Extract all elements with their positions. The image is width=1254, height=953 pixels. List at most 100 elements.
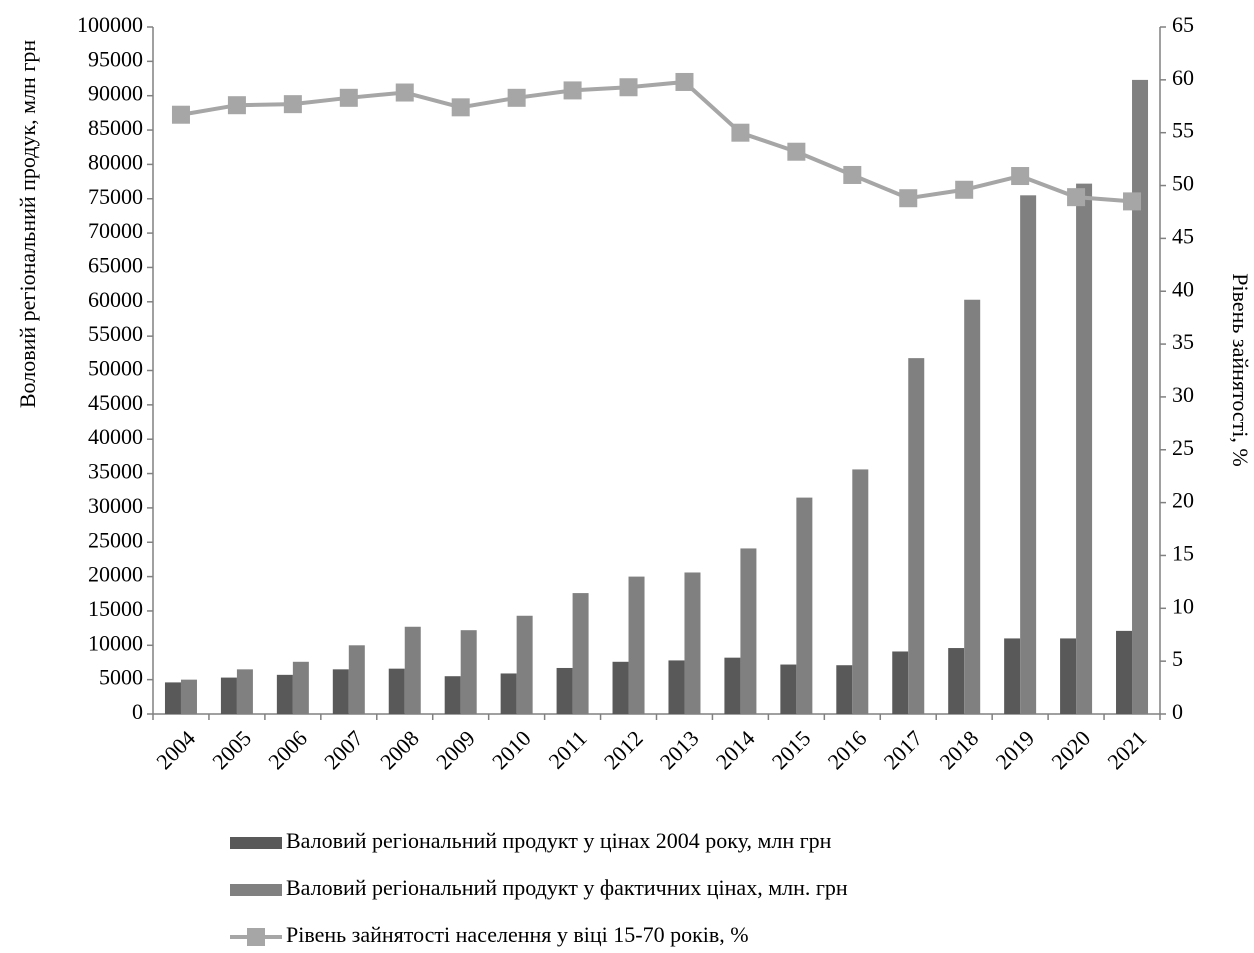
y-tick-label: 10000: [88, 630, 143, 655]
bar: [1116, 630, 1133, 714]
x-tick-label: 2017: [879, 725, 928, 774]
bar: [556, 667, 573, 714]
y2-axis-title: Рівень зайнятості, %: [1228, 273, 1253, 467]
y2-tick-label: 50: [1172, 171, 1194, 196]
y-tick-label: 100000: [77, 12, 143, 37]
x-tick-label: 2004: [151, 725, 200, 774]
x-tick-label: 2011: [543, 725, 591, 773]
marker: [731, 123, 750, 142]
y-tick-label: 60000: [88, 287, 143, 312]
marker: [283, 95, 302, 114]
x-tick-label: 2005: [207, 725, 256, 774]
marker: [339, 88, 358, 107]
y2-tick-label: 30: [1172, 382, 1194, 407]
bar: [332, 669, 349, 714]
y-tick-label: 40000: [88, 424, 143, 449]
x-tick-label: 2019: [990, 725, 1039, 774]
y-tick-label: 55000: [88, 321, 143, 346]
bar: [572, 593, 589, 714]
marker: [619, 78, 638, 97]
legend-label: Рівень зайнятості населення у віці 15-70…: [286, 922, 749, 947]
y2-tick-label: 25: [1172, 435, 1194, 460]
bar: [796, 497, 813, 714]
marker: [171, 105, 190, 124]
marker: [227, 96, 246, 115]
bar: [668, 660, 685, 714]
bar: [684, 572, 701, 714]
marker: [451, 98, 470, 117]
bar: [1060, 638, 1077, 714]
bar: [460, 630, 477, 714]
bar: [724, 657, 741, 714]
bar: [388, 668, 405, 714]
y2-tick-label: 60: [1172, 65, 1194, 90]
marker: [675, 72, 694, 91]
legend-swatch: [230, 837, 282, 849]
bar: [348, 645, 365, 714]
x-tick-label: 2018: [935, 725, 984, 774]
y2-tick-label: 45: [1172, 223, 1194, 248]
y-tick-label: 50000: [88, 356, 143, 381]
y-tick-label: 45000: [88, 390, 143, 415]
y-tick-label: 0: [132, 699, 143, 724]
y-tick-label: 35000: [88, 459, 143, 484]
marker: [843, 165, 862, 184]
y2-tick-label: 65: [1172, 12, 1194, 37]
y-tick-label: 65000: [88, 252, 143, 277]
x-tick-label: 2015: [767, 725, 816, 774]
y2-tick-label: 35: [1172, 329, 1194, 354]
bar: [1076, 183, 1093, 715]
bar: [892, 651, 909, 714]
x-tick-label: 2016: [823, 725, 872, 774]
bar: [908, 358, 925, 714]
marker: [563, 81, 582, 100]
legend-label: Валовий регіональний продукт у цінах 200…: [286, 828, 832, 853]
y-tick-label: 15000: [88, 596, 143, 621]
bar: [852, 469, 869, 714]
x-tick-label: 2014: [711, 725, 760, 774]
bar: [276, 674, 293, 714]
bar: [1004, 638, 1021, 714]
x-tick-label: 2007: [319, 725, 368, 774]
y2-tick-label: 10: [1172, 593, 1194, 618]
y2-tick-label: 5: [1172, 646, 1183, 671]
bar: [1020, 195, 1037, 714]
bar: [516, 615, 533, 714]
x-tick-label: 2009: [431, 725, 480, 774]
y-tick-label: 70000: [88, 218, 143, 243]
marker: [1067, 188, 1086, 207]
marker: [787, 142, 806, 161]
y-tick-label: 5000: [99, 665, 143, 690]
bar: [236, 669, 253, 714]
y-tick-label: 20000: [88, 562, 143, 587]
bar: [220, 677, 237, 714]
bar: [628, 576, 645, 714]
bar: [444, 676, 461, 714]
legend-marker: [247, 928, 265, 946]
y2-tick-label: 0: [1172, 699, 1183, 724]
x-tick-label: 2020: [1046, 725, 1095, 774]
bar: [1132, 79, 1149, 715]
bar: [780, 664, 797, 714]
y-tick-label: 75000: [88, 184, 143, 209]
x-tick-label: 2012: [599, 725, 648, 774]
marker: [395, 83, 414, 102]
x-tick-label: 2013: [655, 725, 704, 774]
bar: [612, 661, 629, 714]
bar: [948, 648, 965, 714]
line: [180, 79, 1133, 204]
x-tick-label: 2010: [487, 725, 536, 774]
y2-tick-label: 20: [1172, 488, 1194, 513]
y-tick-label: 90000: [88, 81, 143, 106]
bar: [180, 679, 197, 714]
y2-tick-label: 40: [1172, 276, 1194, 301]
legend-swatch: [230, 884, 282, 896]
x-tick-label: 2006: [263, 725, 312, 774]
marker: [1011, 167, 1030, 186]
bar: [964, 299, 981, 714]
x-tick-label: 2008: [375, 725, 424, 774]
marker: [1123, 192, 1142, 211]
y-tick-label: 85000: [88, 115, 143, 140]
bar: [404, 626, 421, 714]
y-tick-label: 80000: [88, 149, 143, 174]
